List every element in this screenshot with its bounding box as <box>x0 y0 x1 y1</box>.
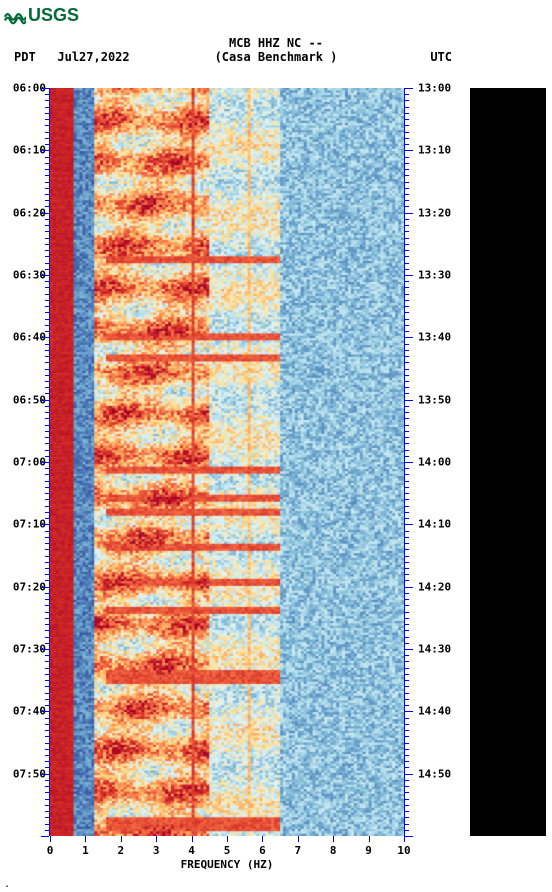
y-tick-right: 14:00 <box>418 456 451 469</box>
y-tick-right: 13:10 <box>418 144 451 157</box>
x-tick: 6 <box>259 844 266 857</box>
spectrogram-canvas <box>50 88 404 836</box>
y-tick-right: 13:40 <box>418 331 451 344</box>
y-tick-right: 13:50 <box>418 393 451 406</box>
y-tick-right: 14:20 <box>418 580 451 593</box>
x-tick: 2 <box>117 844 124 857</box>
y-tick-right: 14:40 <box>418 705 451 718</box>
chart-subtitle: (Casa Benchmark ) <box>0 50 552 64</box>
y-tick-right: 13:30 <box>418 269 451 282</box>
y-tick-right: 14:10 <box>418 518 451 531</box>
x-tick: 10 <box>397 844 410 857</box>
waveform-canvas <box>470 88 546 836</box>
y-tick-right: 14:50 <box>418 767 451 780</box>
figure-container: USGS MCB HHZ NC -- PDT Jul27,2022 (Casa … <box>0 0 552 892</box>
x-tick: 3 <box>153 844 160 857</box>
x-tick: 5 <box>224 844 231 857</box>
wave-icon <box>4 4 26 26</box>
x-axis: FREQUENCY (HZ) 012345678910 <box>50 836 404 876</box>
usgs-logo-text: USGS <box>28 5 79 26</box>
x-tick: 4 <box>188 844 195 857</box>
x-tick: 1 <box>82 844 89 857</box>
waveform-panel <box>470 88 546 836</box>
x-axis-label: FREQUENCY (HZ) <box>50 858 404 871</box>
y-tick-right: 14:30 <box>418 643 451 656</box>
footer-mark: . <box>4 879 10 890</box>
chart-title: MCB HHZ NC -- <box>0 36 552 50</box>
x-tick: 8 <box>330 844 337 857</box>
x-tick: 9 <box>365 844 372 857</box>
x-tick: 7 <box>294 844 301 857</box>
spectrogram-plot <box>50 88 404 836</box>
x-tick: 0 <box>47 844 54 857</box>
y-tick-right: 13:00 <box>418 82 451 95</box>
right-timezone-label: UTC <box>430 50 452 64</box>
usgs-logo: USGS <box>4 4 79 26</box>
y-tick-right: 13:20 <box>418 206 451 219</box>
